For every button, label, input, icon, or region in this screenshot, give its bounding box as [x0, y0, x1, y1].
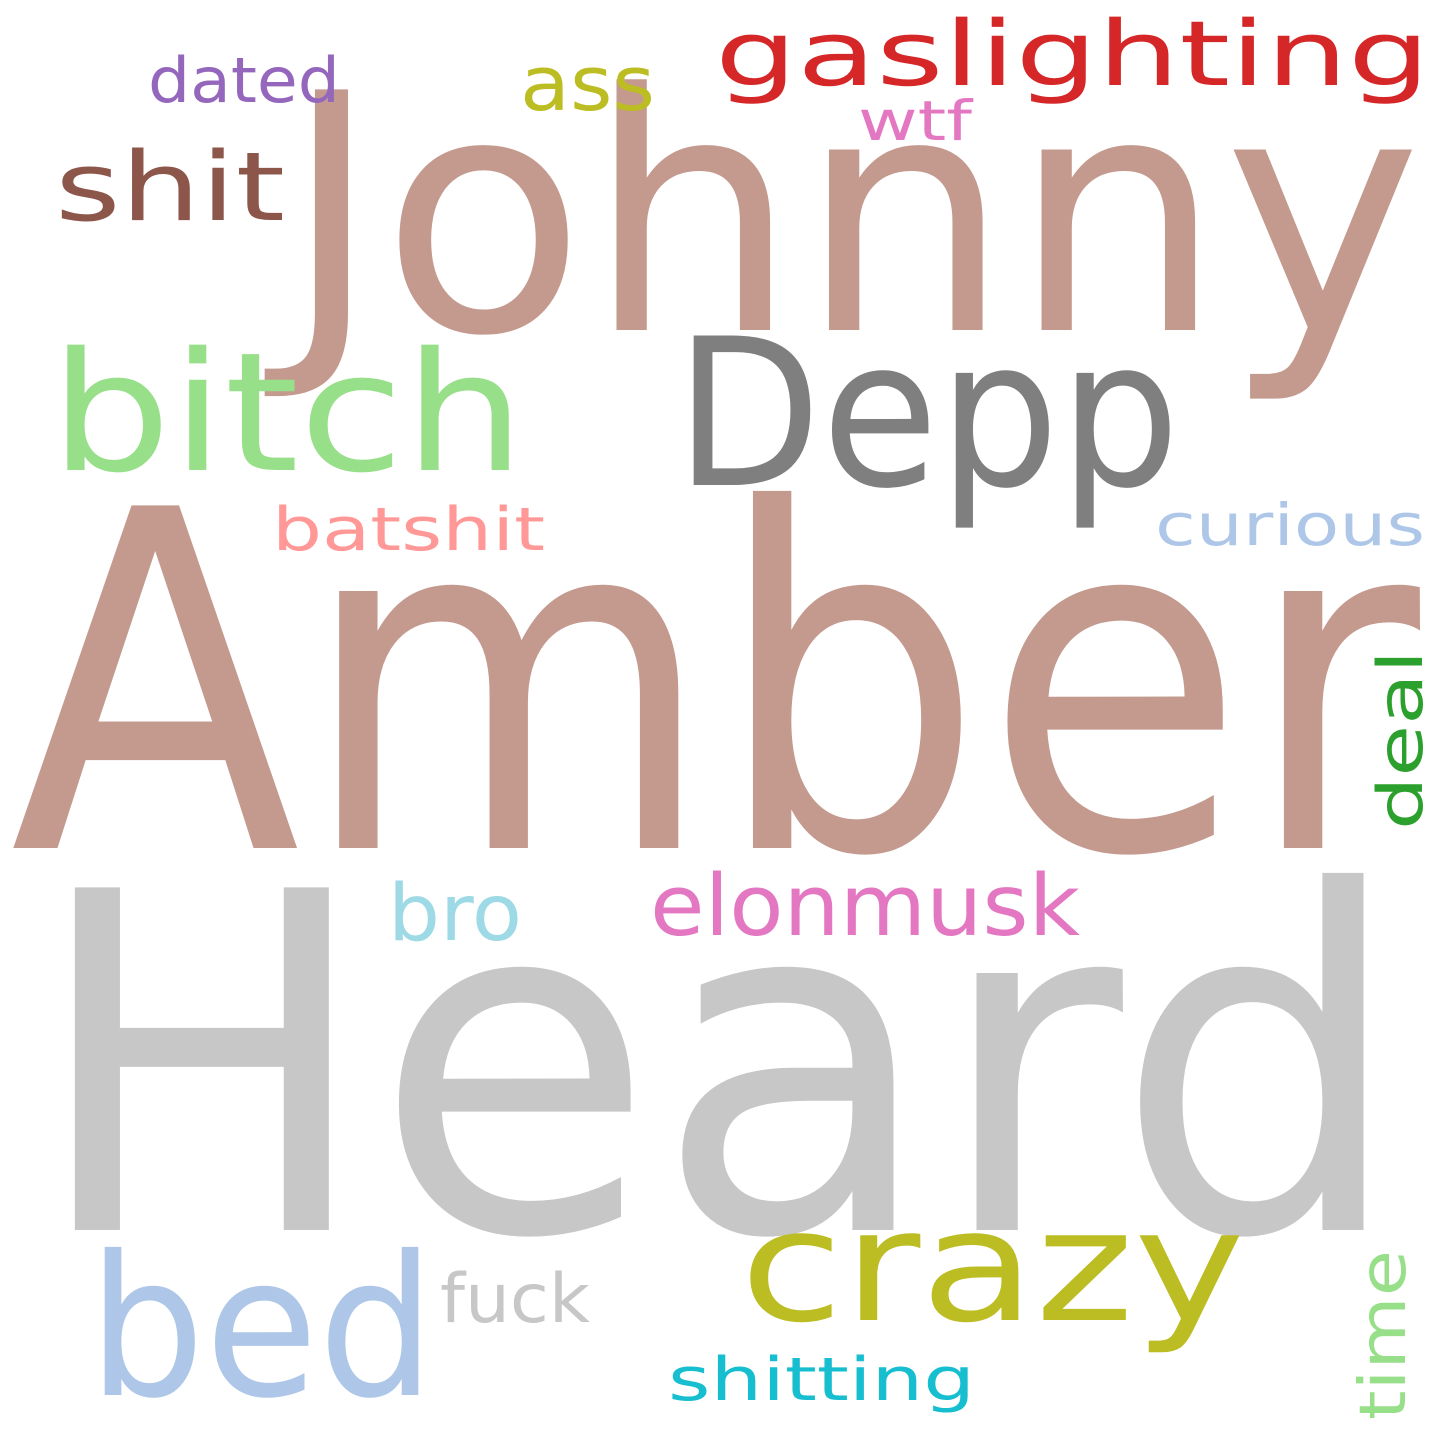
- word: dated: [148, 44, 340, 117]
- word: bed: [88, 1214, 435, 1440]
- word: Depp: [675, 296, 1180, 534]
- word: bitch: [50, 317, 525, 509]
- word: batshit: [272, 495, 545, 565]
- word: shit: [55, 133, 285, 243]
- word: time: [1347, 1250, 1421, 1420]
- word: deal: [1364, 650, 1437, 830]
- word: crazy: [740, 1176, 1245, 1357]
- word: shitting: [668, 1345, 975, 1415]
- word: bro: [388, 869, 522, 959]
- word: gaslighting: [715, 2, 1430, 107]
- word: elonmusk: [650, 857, 1080, 956]
- word: curious: [1155, 491, 1425, 559]
- word: ass: [520, 39, 655, 128]
- word: Heard: [30, 794, 1405, 1341]
- word: Johnny: [261, 24, 1422, 408]
- word: fuck: [440, 1260, 591, 1339]
- word: wtf: [858, 89, 974, 153]
- word: Amber: [10, 412, 1425, 959]
